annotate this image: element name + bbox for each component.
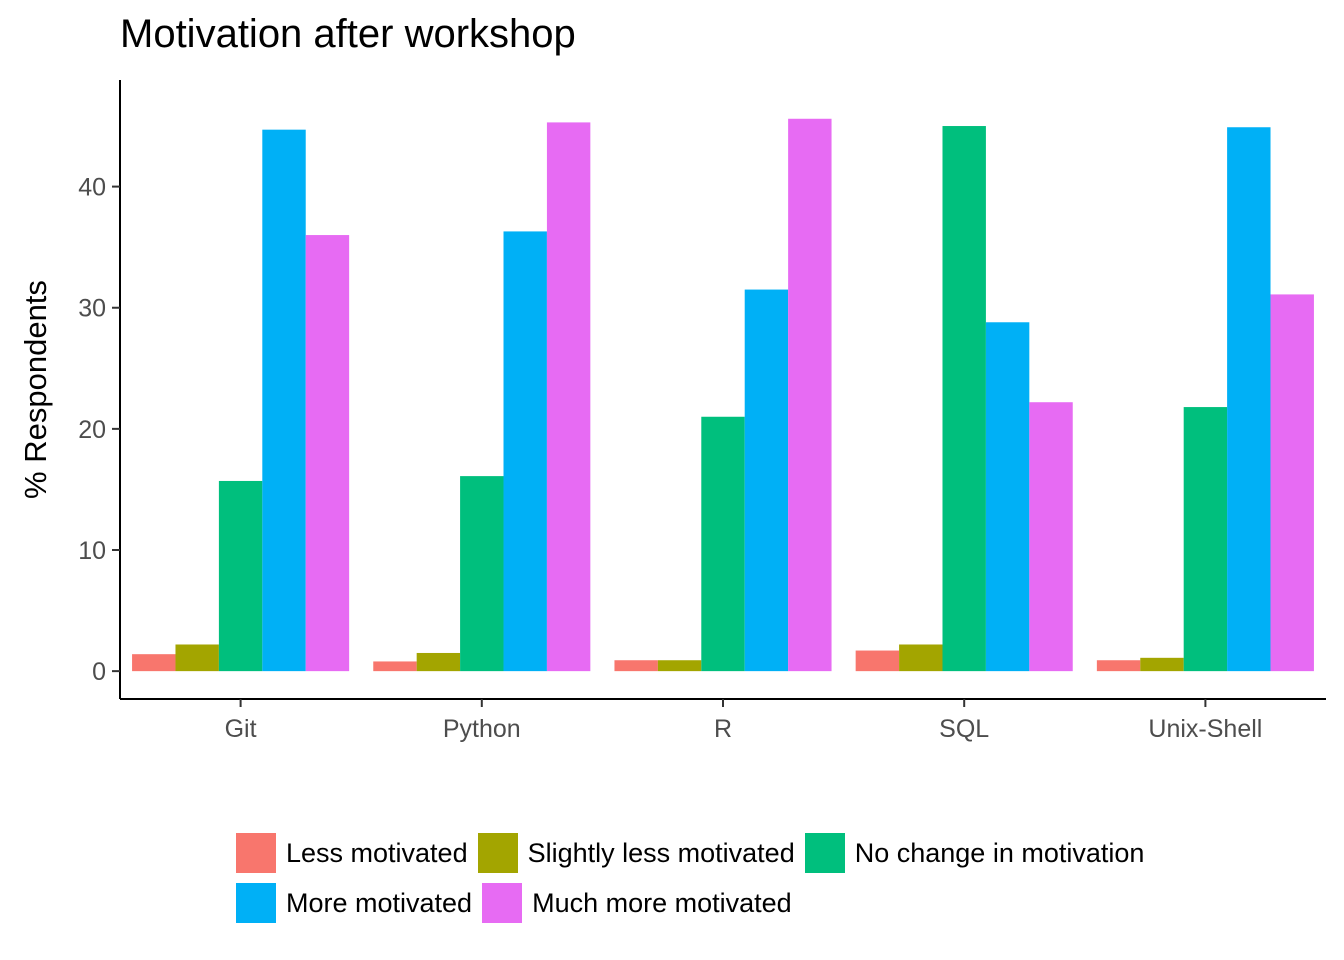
bar — [1140, 657, 1184, 672]
chart-title: Motivation after workshop — [120, 12, 576, 56]
bar — [1227, 127, 1271, 672]
legend-row: More motivated Much more motivated — [236, 878, 1246, 928]
y-tick-label: 0 — [92, 658, 106, 686]
bar — [788, 118, 832, 672]
bar — [1096, 660, 1141, 672]
legend-label: No change in motivation — [854, 837, 1145, 868]
legend-key — [477, 833, 518, 873]
bar — [373, 661, 417, 672]
bar — [985, 322, 1030, 672]
y-tick-label: 40 — [78, 174, 106, 202]
legend-label: Much more motivated — [532, 887, 792, 918]
x-tick-label: Git — [225, 715, 257, 743]
bar — [546, 122, 591, 672]
bar — [262, 129, 306, 672]
bar — [1029, 402, 1073, 672]
bar — [701, 416, 745, 672]
x-tick-label: R — [714, 715, 732, 743]
bar — [175, 644, 219, 672]
legend-key — [482, 883, 523, 923]
y-tick-label: 20 — [78, 416, 106, 444]
bar — [855, 650, 900, 672]
legend-item: No change in motivation — [804, 833, 1145, 873]
bar — [218, 480, 263, 672]
bar — [1270, 294, 1314, 672]
legend-label: Slightly less motivated — [527, 837, 795, 868]
y-axis-title: % Respondents — [18, 280, 53, 499]
bar — [899, 644, 943, 672]
legend-item: More motivated — [236, 883, 472, 923]
legend-label: Less motivated — [286, 837, 468, 868]
bar — [416, 652, 461, 672]
x-tick-label: SQL — [939, 715, 989, 743]
legend-key — [236, 883, 276, 923]
bar — [132, 654, 176, 672]
bar — [460, 476, 504, 672]
bar — [614, 660, 658, 672]
bar — [942, 126, 986, 672]
bar — [657, 660, 702, 672]
bar — [744, 289, 789, 672]
y-tick-label: 30 — [78, 295, 106, 323]
x-tick-label: Unix-Shell — [1148, 715, 1262, 743]
legend-key — [236, 833, 276, 873]
bar — [305, 235, 350, 672]
y-tick-label: 10 — [78, 537, 106, 565]
legend-row: Less motivated Slightly less motivated No … — [236, 828, 1246, 878]
legend: Less motivated Slightly less motivated No … — [236, 828, 1246, 928]
legend-item: Slightly less motivated — [477, 833, 795, 873]
bar — [1183, 407, 1228, 672]
legend-item: Less motivated — [236, 833, 468, 873]
legend-label: More motivated — [286, 887, 473, 918]
x-tick-label: Python — [443, 715, 521, 743]
legend-key — [804, 833, 845, 873]
bar — [503, 231, 547, 672]
legend-item: Much more motivated — [482, 883, 792, 923]
